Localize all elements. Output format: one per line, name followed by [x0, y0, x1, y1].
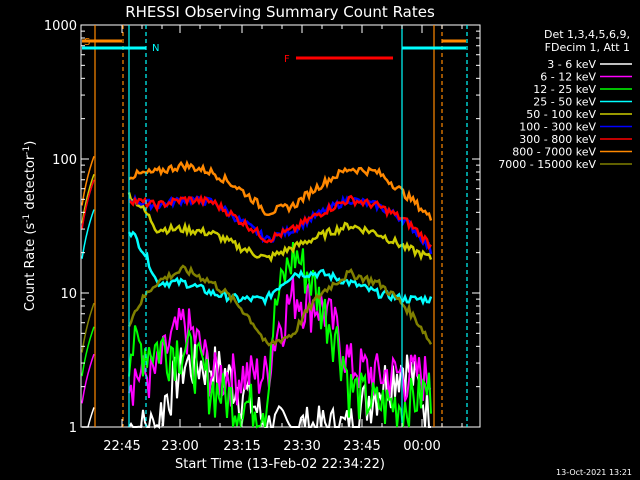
series-line-2 — [128, 276, 432, 407]
y-tick-label: 1 — [69, 421, 77, 436]
series-pre-segment-5 — [81, 173, 95, 224]
legend: Det 1,3,4,5,6,9, FDecim 1, Att 1 3 - 6 k… — [498, 28, 632, 171]
series-pre-segment-4 — [81, 209, 95, 259]
x-tick-label: 23:00 — [161, 439, 198, 454]
timestamp: 13-Oct-2021 13:21 — [556, 468, 632, 477]
legend-label: 800 - 7000 keV — [512, 146, 596, 159]
series-pre-segment-2 — [81, 353, 95, 404]
flag-letter: S — [84, 37, 90, 48]
x-tick-label: 22:45 — [103, 439, 140, 454]
legend-label: 3 - 6 keV — [547, 58, 596, 71]
legend-label: 300 - 800 keV — [519, 133, 596, 146]
legend-label: 6 - 12 keV — [540, 71, 596, 84]
series-line-3 — [128, 242, 432, 429]
series-line-9 — [127, 264, 433, 347]
series-line-7 — [128, 194, 432, 251]
x-axis-label: Start Time (13-Feb-02 22:34:22) — [175, 457, 385, 472]
series-pre-segment-1 — [82, 407, 95, 428]
series-pre-segment-9 — [81, 302, 95, 353]
y-tick-label: 1000 — [44, 19, 77, 34]
flag-markers: S N F — [82, 25, 468, 427]
x-tick-label: 23:15 — [223, 439, 260, 454]
series-pre-segment-7 — [81, 179, 95, 230]
y-tick-label: 100 — [52, 153, 77, 168]
legend-label: 12 - 25 keV — [533, 83, 596, 96]
series-pre-segment-3 — [81, 326, 95, 377]
series-line-8 — [128, 159, 433, 221]
x-tick-label: 23:30 — [283, 439, 320, 454]
series-line-5 — [127, 192, 433, 264]
legend-header-line-2: FDecim 1, Att 1 — [545, 41, 630, 54]
chart-title: RHESSI Observing Summary Count Rates — [125, 3, 435, 21]
legend-header-line-1: Det 1,3,4,5,6,9, — [544, 28, 630, 41]
legend-label: 25 - 50 keV — [533, 96, 596, 109]
axes: 1 10 100 1000 22:45 23:00 23:15 23:30 23:45 00:00 — [44, 19, 480, 454]
y-axis-label: Count Rate (s-1 detector-1) — [22, 141, 38, 312]
flag-letter: F — [284, 54, 290, 65]
x-tick-label: 23:45 — [343, 439, 380, 454]
legend-label: 50 - 100 keV — [526, 108, 596, 121]
flag-letter: N — [152, 43, 159, 54]
series-line-4 — [127, 230, 433, 307]
data-layer — [81, 155, 433, 430]
legend-label: 100 - 300 keV — [519, 121, 596, 134]
series-pre-segment-8 — [81, 155, 95, 206]
y-tick-label: 10 — [60, 287, 77, 302]
x-tick-label: 00:00 — [403, 439, 440, 454]
plot-frame — [80, 24, 481, 428]
legend-label: 7000 - 15000 keV — [498, 158, 596, 171]
